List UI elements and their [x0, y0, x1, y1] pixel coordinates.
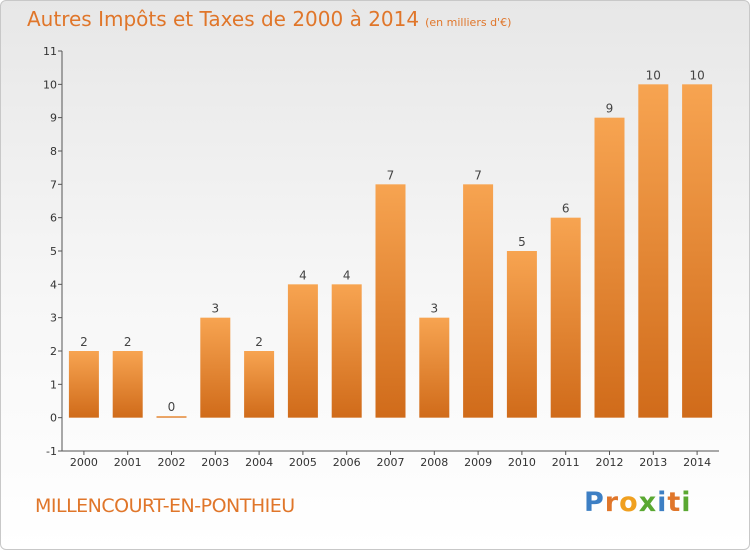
- data-label: 2: [80, 335, 88, 349]
- data-label: 6: [562, 202, 570, 216]
- data-label: 7: [474, 168, 482, 182]
- bar: [68, 351, 99, 418]
- data-label: 2: [255, 335, 263, 349]
- data-label: 4: [299, 268, 307, 282]
- logo-letter: i: [657, 487, 668, 518]
- y-tick-label: 3: [50, 312, 57, 325]
- x-tick-label: 2012: [596, 456, 624, 469]
- bar: [200, 317, 231, 418]
- x-tick-label: 2009: [464, 456, 492, 469]
- bar: [463, 184, 494, 418]
- logo-letter: x: [638, 487, 658, 518]
- logo-letter: t: [667, 487, 682, 518]
- logo-letter: r: [604, 487, 620, 518]
- x-tick-label: 2004: [245, 456, 273, 469]
- chart-title-text: Autres Impôts et Taxes de 2000 à 2014: [27, 7, 420, 31]
- data-label: 10: [689, 68, 704, 82]
- chart-title: Autres Impôts et Taxes de 2000 à 2014 (en…: [27, 7, 511, 31]
- bar: [550, 217, 581, 418]
- y-tick-label: 7: [50, 178, 57, 191]
- x-tick-label: 2014: [683, 456, 711, 469]
- bar: [156, 416, 187, 418]
- data-label: 9: [606, 102, 614, 116]
- bar: [375, 184, 406, 418]
- bar: [244, 351, 275, 418]
- data-label: 10: [646, 68, 661, 82]
- logo-letter: i: [681, 487, 692, 518]
- y-tick-label: 6: [50, 212, 57, 225]
- y-tick-label: 5: [50, 245, 57, 258]
- bar: [594, 117, 625, 418]
- x-tick-label: 2002: [158, 456, 186, 469]
- y-tick-label: 4: [50, 278, 57, 291]
- y-tick-label: 2: [50, 345, 57, 358]
- data-label: 5: [518, 235, 526, 249]
- bar: [638, 84, 669, 418]
- chart-unit: (en milliers d'€): [425, 16, 512, 29]
- data-label: 2: [124, 335, 132, 349]
- commune-name: MILLENCOURT-EN-PONTHIEU: [35, 495, 295, 517]
- x-tick-label: 2010: [508, 456, 536, 469]
- x-tick-label: 2011: [552, 456, 580, 469]
- x-tick-label: 2006: [333, 456, 361, 469]
- bar: [682, 84, 713, 418]
- data-label: 3: [211, 302, 219, 316]
- proxiti-logo: Proxiti: [584, 487, 692, 518]
- logo-letter: o: [619, 487, 639, 518]
- y-tick-label: 0: [50, 412, 57, 425]
- y-tick-label: 1: [50, 378, 57, 391]
- data-label: 7: [387, 168, 395, 182]
- x-tick-label: 2007: [377, 456, 405, 469]
- bar: [112, 351, 143, 418]
- bar: [331, 284, 362, 418]
- x-tick-label: 2005: [289, 456, 317, 469]
- x-tick-label: 2008: [420, 456, 448, 469]
- x-tick-label: 2001: [114, 456, 142, 469]
- x-tick-label: 2013: [639, 456, 667, 469]
- y-tick-label: -1: [46, 445, 57, 458]
- y-tick-label: 8: [50, 145, 57, 158]
- y-tick-label: 11: [43, 45, 57, 58]
- chart-bars: 2 2 0 3 2 4 4 7 3 7 5 6 9 10 10: [68, 68, 713, 418]
- data-label: 4: [343, 268, 351, 282]
- bar: [287, 284, 318, 418]
- data-label: 3: [430, 302, 438, 316]
- x-tick-label: 2000: [70, 456, 98, 469]
- bar: [506, 251, 537, 418]
- y-tick-label: 10: [43, 78, 57, 91]
- chart-axes: -1 0 1 2 3 4 5 6 7 8 9 10 11 2000 2001 2002 2003 2004 2005…: [43, 45, 719, 469]
- logo-letter: P: [584, 487, 605, 518]
- data-label: 0: [168, 400, 176, 414]
- bar: [419, 317, 450, 418]
- x-tick-label: 2003: [201, 456, 229, 469]
- y-tick-label: 9: [50, 112, 57, 125]
